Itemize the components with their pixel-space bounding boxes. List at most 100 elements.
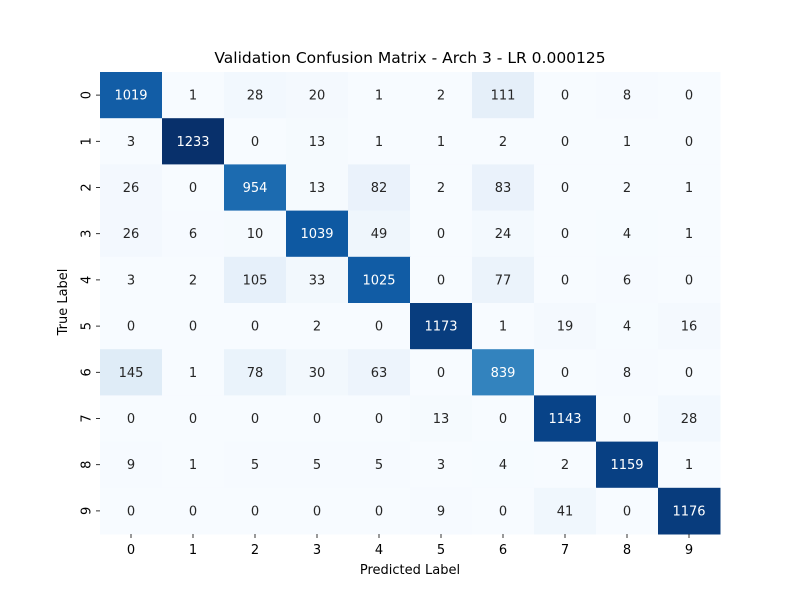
cell-value-7-2: 0 (251, 412, 259, 427)
heatmap-cell-9-5 (410, 487, 473, 535)
heatmap-cell-2-3 (286, 164, 349, 212)
cell-value-0-5: 2 (437, 89, 445, 104)
heatmap-cell-5-1 (162, 303, 225, 350)
cell-value-5-3: 2 (313, 320, 321, 335)
cell-value-9-2: 0 (251, 504, 259, 519)
heatmap-cell-9-0 (100, 487, 163, 535)
cell-value-1-9: 0 (685, 135, 693, 150)
heatmap-cell-4-5 (410, 256, 473, 304)
x-tick-label-7: 7 (561, 543, 569, 558)
heatmap-cell-9-8 (596, 487, 659, 535)
x-tick-label-8: 8 (623, 543, 631, 558)
heatmap-cell-6-4 (348, 349, 411, 396)
y-tick-label-2: 2 (80, 183, 95, 191)
chart-title: Validation Confusion Matrix - Arch 3 - L… (214, 49, 605, 67)
cell-value-6-9: 0 (685, 366, 693, 381)
heatmap-cell-3-2 (224, 210, 287, 258)
cell-value-6-0: 145 (119, 366, 144, 381)
heatmap-cell-8-0 (100, 441, 163, 489)
heatmap-cell-5-5 (410, 303, 473, 350)
cell-value-4-8: 6 (623, 273, 631, 288)
cell-value-9-7: 41 (557, 504, 574, 519)
cell-value-2-2: 954 (243, 181, 268, 196)
heatmap-cell-9-3 (286, 487, 349, 535)
heatmap-cell-0-8 (596, 72, 659, 119)
y-tick-label-1: 1 (80, 137, 95, 145)
heatmap-cell-4-0 (100, 256, 163, 304)
cell-value-0-2: 28 (247, 89, 264, 104)
heatmap-cell-2-9 (658, 164, 721, 212)
cell-value-0-4: 1 (375, 89, 383, 104)
cell-value-7-0: 0 (127, 412, 135, 427)
heatmap-cell-8-8 (596, 441, 659, 489)
cell-value-6-4: 63 (371, 366, 388, 381)
heatmap-cell-1-4 (348, 118, 411, 165)
cell-value-0-7: 0 (561, 89, 569, 104)
heatmap-cell-0-0 (100, 72, 163, 119)
cell-value-1-0: 3 (127, 135, 135, 150)
heatmap-cell-6-6 (472, 349, 535, 396)
heatmap-cells: 1019 1 28 20 1 2 111 0 8 03 1233 0 13 1 1 2 0 1 026 0 954 13 8… (100, 72, 721, 535)
y-tick-label-5: 5 (80, 322, 95, 330)
heatmap-cell-7-9 (658, 395, 721, 443)
cell-value-2-3: 13 (309, 181, 326, 196)
cell-value-8-7: 2 (561, 458, 569, 473)
cell-value-9-6: 0 (499, 504, 507, 519)
x-tick-label-5: 5 (437, 543, 445, 558)
heatmap-cell-4-8 (596, 256, 659, 304)
heatmap-cell-5-9 (658, 303, 721, 350)
heatmap-cell-3-8 (596, 210, 659, 258)
cell-value-5-4: 0 (375, 320, 383, 335)
heatmap-cell-7-2 (224, 395, 287, 443)
cell-value-3-3: 1039 (300, 227, 333, 242)
heatmap-cell-4-1 (162, 256, 225, 304)
cell-value-4-7: 0 (561, 273, 569, 288)
heatmap-cell-3-9 (658, 210, 721, 258)
heatmap-cell-7-1 (162, 395, 225, 443)
cell-value-8-0: 9 (127, 458, 135, 473)
heatmap-cell-3-7 (534, 210, 597, 258)
heatmap-cell-6-9 (658, 349, 721, 396)
cell-value-9-5: 9 (437, 504, 445, 519)
heatmap-cell-3-5 (410, 210, 473, 258)
cell-value-7-8: 0 (623, 412, 631, 427)
heatmap-cell-0-1 (162, 72, 225, 119)
cell-value-7-5: 13 (433, 412, 450, 427)
heatmap-cell-2-6 (472, 164, 535, 212)
cell-value-3-0: 26 (123, 227, 140, 242)
heatmap-cell-2-8 (596, 164, 659, 212)
cell-value-4-6: 77 (495, 273, 512, 288)
cell-value-3-2: 10 (247, 227, 264, 242)
heatmap-cell-0-3 (286, 72, 349, 119)
heatmap-cell-9-2 (224, 487, 287, 535)
cell-value-1-5: 1 (437, 135, 445, 150)
y-tick-label-9: 9 (80, 507, 95, 515)
heatmap-cell-5-3 (286, 303, 349, 350)
heatmap-cell-2-7 (534, 164, 597, 212)
cell-value-1-1: 1233 (176, 135, 209, 150)
cell-value-3-8: 4 (623, 227, 631, 242)
cell-value-7-9: 28 (681, 412, 698, 427)
heatmap-cell-7-6 (472, 395, 535, 443)
cell-value-9-1: 0 (189, 504, 197, 519)
heatmap-cell-6-2 (224, 349, 287, 396)
heatmap-cell-9-9 (658, 487, 721, 535)
heatmap-cell-8-5 (410, 441, 473, 489)
heatmap-cell-4-6 (472, 256, 535, 304)
y-tick-label-7: 7 (80, 414, 95, 422)
heatmap-cell-6-7 (534, 349, 597, 396)
cell-value-2-9: 1 (685, 181, 693, 196)
heatmap-cell-6-0 (100, 349, 163, 396)
heatmap-cell-4-7 (534, 256, 597, 304)
heatmap-cell-8-9 (658, 441, 721, 489)
heatmap-cell-9-7 (534, 487, 597, 535)
cell-value-4-3: 33 (309, 273, 326, 288)
y-tick-label-4: 4 (80, 276, 95, 284)
heatmap-cell-4-3 (286, 256, 349, 304)
heatmap-cell-0-5 (410, 72, 473, 119)
heatmap-cell-5-8 (596, 303, 659, 350)
cell-value-2-1: 0 (189, 181, 197, 196)
cell-value-3-6: 24 (495, 227, 512, 242)
heatmap-cell-3-4 (348, 210, 411, 258)
cell-value-0-0: 1019 (114, 89, 147, 104)
